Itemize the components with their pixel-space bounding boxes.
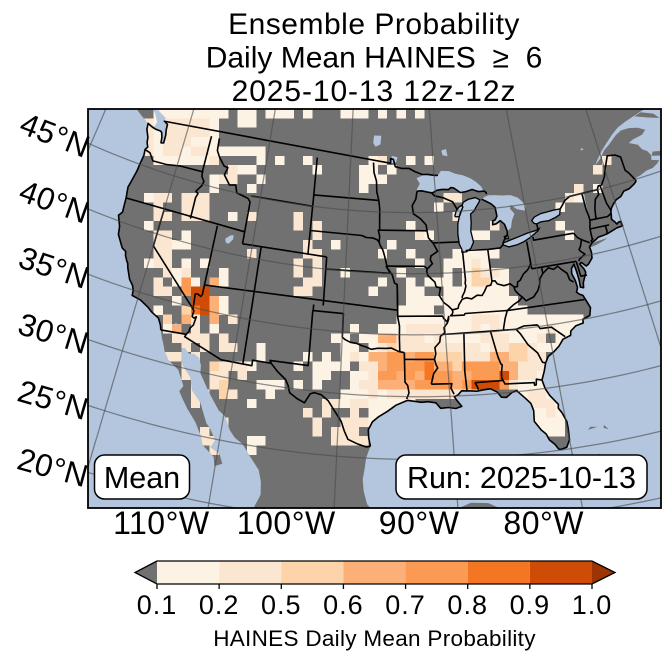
- svg-text:0.2: 0.2: [199, 590, 240, 620]
- svg-text:0.6: 0.6: [323, 590, 364, 620]
- svg-text:0.7: 0.7: [385, 590, 426, 620]
- svg-text:0.1: 0.1: [137, 590, 178, 620]
- svg-text:HAINES Daily Mean Probability: HAINES Daily Mean Probability: [213, 626, 536, 651]
- svg-text:100°W: 100°W: [237, 505, 336, 541]
- svg-text:Run: 2025-10-13: Run: 2025-10-13: [407, 461, 636, 495]
- svg-text:80°W: 80°W: [503, 505, 584, 541]
- svg-text:Daily Mean HAINES ≥ 6: Daily Mean HAINES ≥ 6: [206, 42, 543, 75]
- svg-text:Mean: Mean: [104, 461, 180, 495]
- svg-text:110°W: 110°W: [113, 505, 210, 541]
- svg-text:0.5: 0.5: [261, 590, 302, 620]
- svg-text:1.0: 1.0: [572, 590, 613, 620]
- svg-text:0.8: 0.8: [447, 590, 488, 620]
- svg-text:0.9: 0.9: [510, 590, 551, 620]
- svg-text:90°W: 90°W: [379, 505, 460, 541]
- svg-text:Ensemble Probability: Ensemble Probability: [228, 8, 520, 41]
- svg-text:2025-10-13 12z-12z: 2025-10-13 12z-12z: [232, 75, 517, 108]
